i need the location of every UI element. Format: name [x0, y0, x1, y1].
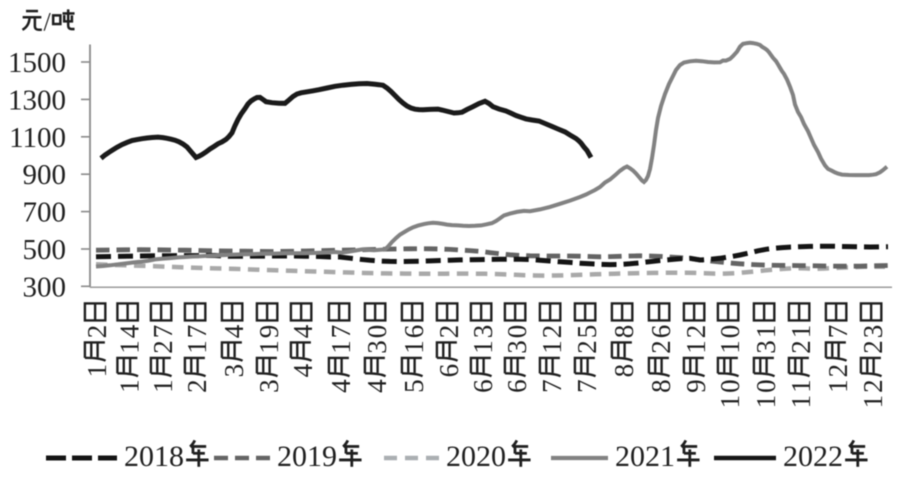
svg-text:2: 2 — [645, 440, 660, 473]
svg-text:1: 1 — [82, 364, 112, 378]
svg-text:2: 2 — [476, 440, 491, 473]
svg-text:7: 7 — [537, 379, 567, 393]
svg-text:2: 2 — [786, 340, 816, 353]
svg-text:1300: 1300 — [8, 84, 66, 116]
svg-text:2: 2 — [434, 325, 464, 339]
svg-text:3: 3 — [219, 364, 249, 378]
svg-text:2: 2 — [148, 340, 178, 354]
svg-text:1: 1 — [115, 379, 145, 393]
svg-text:7: 7 — [148, 325, 178, 338]
svg-text:7: 7 — [326, 325, 356, 338]
svg-text:1: 1 — [786, 325, 816, 339]
svg-text:2: 2 — [82, 325, 112, 339]
svg-text:1500: 1500 — [8, 47, 66, 79]
svg-text:6: 6 — [646, 325, 676, 338]
svg-text:1: 1 — [858, 395, 888, 409]
svg-text:8: 8 — [646, 379, 676, 393]
svg-text:4: 4 — [362, 379, 392, 393]
svg-text:3: 3 — [858, 325, 888, 339]
svg-text:5: 5 — [572, 325, 602, 338]
svg-text:6: 6 — [399, 325, 429, 338]
svg-text:0: 0 — [715, 379, 745, 393]
svg-text:2: 2 — [828, 440, 843, 473]
svg-text:1: 1 — [715, 340, 745, 353]
svg-text:1100: 1100 — [9, 122, 66, 154]
svg-text:1: 1 — [148, 379, 178, 393]
svg-text:2: 2 — [277, 440, 292, 473]
svg-text:2: 2 — [124, 440, 139, 473]
svg-text:1: 1 — [681, 340, 711, 354]
svg-text:3: 3 — [502, 340, 532, 354]
svg-text:1: 1 — [307, 440, 322, 473]
svg-text:6: 6 — [468, 379, 498, 393]
svg-text:1: 1 — [399, 340, 429, 354]
svg-text:9: 9 — [322, 440, 337, 473]
svg-text:4: 4 — [288, 363, 318, 377]
svg-text:1: 1 — [154, 440, 169, 473]
svg-text:900: 900 — [23, 159, 67, 191]
svg-text:9: 9 — [681, 379, 711, 393]
svg-text:2: 2 — [823, 364, 853, 378]
svg-text:6: 6 — [502, 379, 532, 393]
svg-text:4: 4 — [115, 324, 145, 338]
svg-text:7: 7 — [572, 379, 602, 393]
svg-text:4: 4 — [326, 379, 356, 393]
svg-text:3: 3 — [468, 325, 498, 338]
svg-text:2: 2 — [813, 440, 828, 473]
svg-text:3: 3 — [751, 340, 781, 353]
svg-text:0: 0 — [292, 440, 307, 473]
svg-text:7: 7 — [823, 325, 853, 338]
svg-text:1: 1 — [715, 395, 745, 409]
svg-text:2: 2 — [681, 325, 711, 338]
svg-text:3: 3 — [362, 340, 392, 354]
svg-text:700: 700 — [23, 197, 67, 229]
svg-text:4: 4 — [219, 324, 249, 338]
svg-text:2: 2 — [446, 440, 461, 473]
svg-text:3: 3 — [254, 379, 284, 393]
svg-text:8: 8 — [169, 440, 184, 473]
svg-text:5: 5 — [399, 379, 429, 393]
svg-text:1: 1 — [326, 340, 356, 354]
svg-text:2: 2 — [646, 340, 676, 354]
svg-text:0: 0 — [139, 440, 154, 473]
svg-text:0: 0 — [362, 325, 392, 338]
svg-text:1: 1 — [115, 340, 145, 354]
svg-text:2: 2 — [537, 325, 567, 338]
svg-text:1: 1 — [537, 340, 567, 354]
svg-text:300: 300 — [23, 271, 67, 303]
svg-text:1: 1 — [660, 440, 675, 473]
svg-text:1: 1 — [786, 395, 816, 409]
svg-text:1: 1 — [823, 379, 853, 393]
svg-text:2: 2 — [783, 440, 798, 473]
svg-text:1: 1 — [751, 395, 781, 409]
svg-text:0: 0 — [751, 379, 781, 393]
svg-text:4: 4 — [288, 324, 318, 338]
svg-text:2: 2 — [182, 379, 212, 393]
svg-text:1: 1 — [786, 379, 816, 393]
svg-text:0: 0 — [798, 440, 813, 473]
svg-text:1: 1 — [182, 340, 212, 354]
svg-text:1: 1 — [254, 340, 284, 354]
svg-text:6: 6 — [434, 364, 464, 378]
svg-text:8: 8 — [609, 325, 639, 339]
svg-text:/: / — [44, 8, 52, 37]
svg-text:0: 0 — [502, 325, 532, 338]
svg-text:2: 2 — [572, 340, 602, 354]
svg-text:0: 0 — [461, 440, 476, 473]
svg-text:7: 7 — [182, 325, 212, 338]
svg-text:2: 2 — [615, 440, 630, 473]
svg-text:0: 0 — [715, 325, 745, 339]
svg-text:2: 2 — [858, 379, 888, 393]
svg-text:1: 1 — [751, 325, 781, 339]
svg-text:500: 500 — [23, 234, 67, 266]
svg-text:0: 0 — [491, 440, 506, 473]
svg-text:9: 9 — [254, 325, 284, 338]
svg-text:1: 1 — [468, 340, 498, 354]
svg-text:2: 2 — [858, 340, 888, 353]
svg-text:0: 0 — [630, 440, 645, 473]
svg-text:8: 8 — [609, 364, 639, 378]
